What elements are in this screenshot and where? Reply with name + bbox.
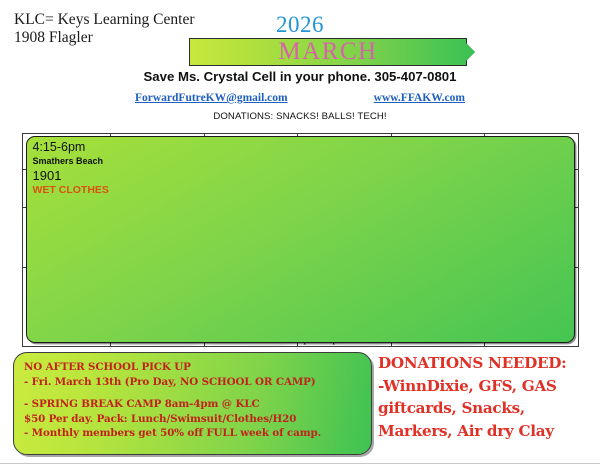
contact-links: ForwardFutreKW@gmail.com www.FFAKW.com — [135, 92, 465, 104]
donations-tagline: DONATIONS: SNACKS! BALLS! TECH! — [213, 111, 387, 122]
organization-name: KLC= Keys Learning Center — [14, 11, 195, 28]
calendar-year: 2026 — [276, 12, 324, 37]
contact-phone-note: Save Ms. Crystal Cell in your phone. 305… — [143, 69, 457, 84]
notice-line: - Fri. March 13th (Pro Day, NO SCHOOL OR… — [24, 375, 316, 388]
notice-line: - SPRING BREAK CAMP 8am-4pm @ KLC — [24, 398, 260, 411]
organization-address: KLC= Keys Learning Center 1908 Flagler — [14, 11, 194, 47]
donations-line: giftcards, Snacks, — [378, 399, 525, 417]
footer-divider — [0, 463, 600, 464]
organization-street: 1908 Flagler — [14, 29, 93, 46]
activity-cell-friday: 4:15-6pm Smathers Beach 1901 WET CLOTHES — [25, 135, 579, 347]
activity-warning: WET CLOTHES — [32, 183, 109, 196]
month-title: MARCH — [278, 38, 378, 65]
donations-needed-block: DONATIONS NEEDED: -WinnDixie, GFS, GAS g… — [378, 352, 598, 442]
month-banner: MARCH — [189, 38, 479, 66]
notice-line: NO AFTER SCHOOL PICK UP — [24, 361, 191, 373]
banner-arrow-icon — [466, 43, 475, 61]
friday-highlight-box[interactable]: 4:15-6pm Smathers Beach 1901 WET CLOTHES — [25, 135, 576, 344]
activity-place: Smathers Beach — [32, 155, 104, 166]
notice-line: - Monthly members get 50% off FULL week … — [24, 427, 322, 440]
notice-box: NO AFTER SCHOOL PICK UP - Fri. March 13t… — [13, 352, 372, 455]
row-where-we-are: Where we are! 4:15-5 Cozumel Park 5:15-6… — [22, 135, 579, 347]
month-banner-bar — [189, 38, 467, 66]
donations-line: Markers, Air dry Clay — [378, 421, 554, 440]
donations-line: -WinnDixie, GFS, GAS — [378, 376, 557, 395]
donations-heading: DONATIONS NEEDED: — [378, 354, 567, 372]
notice-line: $50 Per day. Pack: Lunch/Swimsuit/Clothe… — [24, 412, 297, 425]
activity-time: 4:15-6pm — [32, 139, 86, 154]
activity-address: 1901 — [32, 167, 62, 183]
website-link[interactable]: www.FFAKW.com — [373, 92, 465, 104]
weekly-schedule-table: Monday Tuesday Wednesday Thursday Friday… — [22, 133, 579, 347]
email-link[interactable]: ForwardFutreKW@gmail.com — [135, 92, 288, 104]
notice-spacer — [24, 389, 363, 397]
